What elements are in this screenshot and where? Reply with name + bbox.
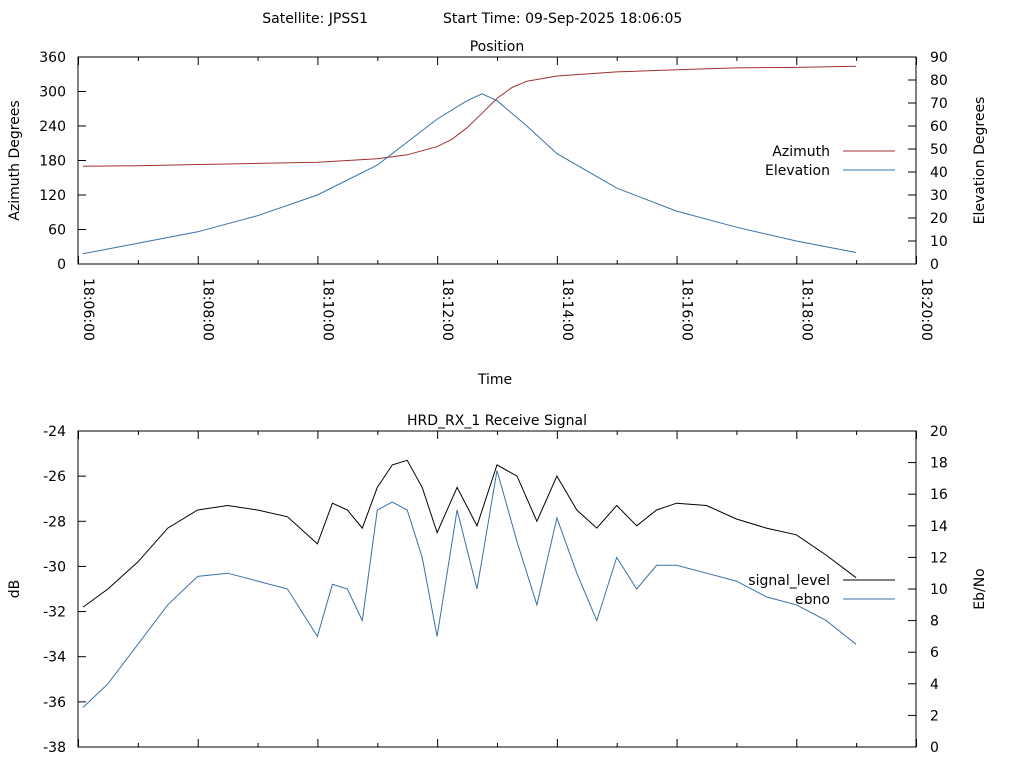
y2-tick-label: 60: [930, 119, 948, 135]
y2-axis-label: Eb/No: [972, 568, 988, 610]
y2-tick-label: 8: [930, 614, 939, 630]
y-tick-label: 360: [39, 50, 66, 66]
y-tick-label: -24: [43, 424, 66, 440]
series-line-Azimuth: [82, 65, 857, 167]
legend-label-Elevation: Elevation: [765, 163, 830, 179]
y2-tick-label: 16: [930, 487, 948, 503]
legend-label-Azimuth: Azimuth: [772, 144, 830, 160]
header-satellite: Satellite: JPSS1: [262, 11, 368, 27]
y2-tick-label: 4: [930, 677, 939, 693]
series-line-signal_level: [82, 459, 857, 608]
y2-tick-label: 0: [930, 257, 939, 273]
y-tick-label: 120: [39, 188, 66, 204]
plot-frame: [77, 430, 917, 748]
y2-tick-label: 18: [930, 456, 948, 472]
y-tick-label: 60: [48, 223, 66, 239]
y-tick-label: -28: [43, 514, 66, 530]
y-tick-label: -38: [43, 740, 66, 756]
y-axis-label: Azimuth Degrees: [7, 100, 23, 220]
x-tick-label: 18:18:00: [798, 278, 814, 341]
y2-tick-label: 10: [930, 582, 948, 598]
y2-tick-label: 50: [930, 142, 948, 158]
y-tick-label: 300: [39, 85, 66, 101]
y2-tick-label: 80: [930, 73, 948, 89]
y2-tick-label: 20: [930, 211, 948, 227]
legend-label-ebno: ebno: [795, 592, 830, 608]
x-tick-label: 18:06:00: [80, 278, 96, 341]
y-axis-label: dB: [7, 580, 23, 599]
chart-title: Position: [470, 39, 525, 55]
y2-tick-label: 14: [930, 519, 948, 535]
y-tick-label: -32: [43, 605, 66, 621]
y-tick-label: 0: [57, 257, 66, 273]
plot-frame: [77, 56, 917, 265]
x-axis-label: Time: [477, 372, 512, 388]
y-tick-label: -26: [43, 469, 66, 485]
series-line-ebno: [82, 470, 857, 708]
receive-signal-chart: HRD_RX_1 Receive Signal -38 -36 -34 -32 -30 -2…: [7, 413, 988, 756]
y-tick-label: 240: [39, 119, 66, 135]
x-tick-label: 18:12:00: [439, 278, 455, 341]
y2-tick-label: 20: [930, 424, 948, 440]
x-tick-label: 18:20:00: [918, 278, 934, 341]
y2-tick-label: 90: [930, 50, 948, 66]
y2-tick-label: 6: [930, 645, 939, 661]
x-tick-label: 18:14:00: [559, 278, 575, 341]
y2-tick-label: 12: [930, 550, 948, 566]
y2-tick-label: 40: [930, 165, 948, 181]
header-start-time: Start Time: 09-Sep-2025 18:06:05: [443, 11, 682, 27]
y2-tick-label: 10: [930, 234, 948, 250]
y-tick-label: -36: [43, 695, 66, 711]
y2-tick-label: 2: [930, 708, 939, 724]
chart-title: HRD_RX_1 Receive Signal: [407, 413, 587, 429]
series-line-Elevation: [82, 93, 857, 255]
y2-tick-label: 0: [930, 740, 939, 756]
x-tick-label: 18:16:00: [679, 278, 695, 341]
y-tick-label: -34: [43, 650, 66, 666]
x-tick-label: 18:08:00: [200, 278, 216, 341]
y-tick-label: -30: [43, 559, 66, 575]
y2-tick-label: 30: [930, 188, 948, 204]
x-tick-label: 18:10:00: [319, 278, 335, 341]
y2-tick-label: 70: [930, 96, 948, 112]
position-chart: Position 18:06:00 18:08:00 18:10:00 18:12:00…: [7, 39, 988, 388]
y2-axis-label: Elevation Degrees: [972, 97, 988, 225]
legend-label-signal_level: signal_level: [748, 573, 830, 589]
y-tick-label: 180: [39, 154, 66, 170]
